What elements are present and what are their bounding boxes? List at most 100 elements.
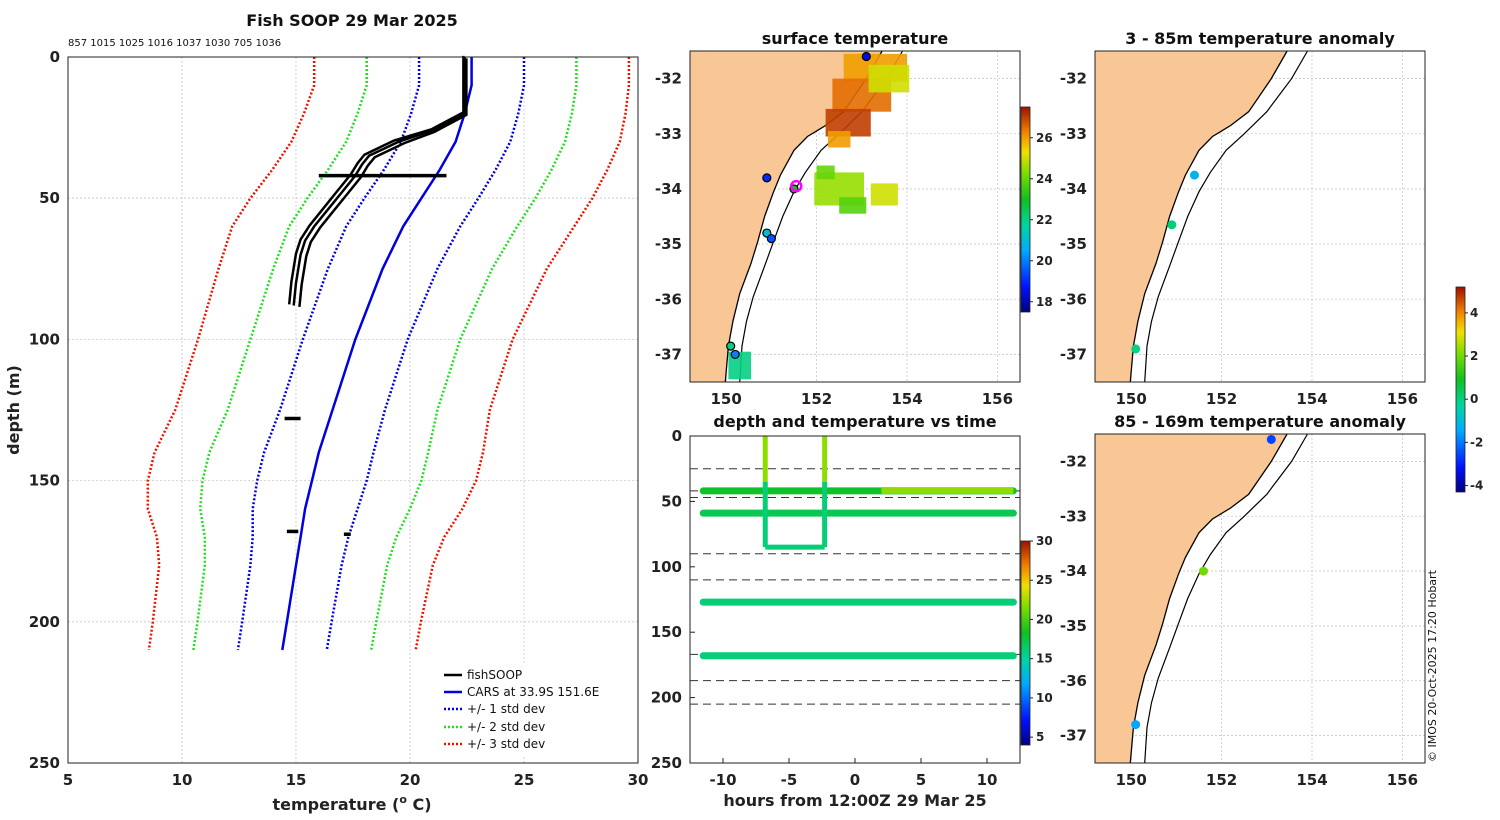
anomaly-lower-lon-tick: 152: [1206, 771, 1237, 789]
anomaly-colorbar-tick: -4: [1470, 479, 1483, 493]
depth-time-ytick: 0: [672, 427, 682, 445]
surface-lon-tick: 154: [891, 390, 922, 408]
depth-time-colorbar-tick: 20: [1036, 612, 1053, 626]
surface-colorbar-tick: 22: [1036, 213, 1053, 227]
anomaly-lower-lon-tick: 154: [1296, 771, 1327, 789]
legend-box: [437, 664, 627, 756]
credit-text: © IMOS 20-Oct-2025 17:20 Hobart: [1426, 569, 1439, 762]
legend-1std: +/- 1 std dev: [467, 702, 545, 716]
sst-patch: [816, 165, 835, 180]
surface-obs-point: [762, 173, 772, 183]
depth-time-xtick: 10: [977, 771, 998, 789]
anomaly-upper-lat-tick: -33: [1060, 125, 1087, 143]
anomaly-upper-lat-tick: -36: [1060, 290, 1087, 308]
legend-fishsoop: fishSOOP: [467, 668, 522, 682]
profile-xlabel-b: C): [407, 795, 432, 814]
sst-patch: [870, 183, 898, 206]
surface-obs-point: [726, 341, 736, 351]
depth-time-colorbar-tick: 30: [1036, 534, 1053, 548]
profile-xtick: 30: [628, 771, 649, 789]
surface-obs-point: [861, 51, 871, 62]
legend: fishSOOP CARS at 33.9S 151.6E +/- 1 std …: [437, 664, 627, 756]
profile-xtick: 5: [63, 771, 73, 789]
anomaly-lower-panel: 85 - 169m temperature anomaly 150 152 154 1…: [1060, 286, 1483, 789]
profile-xlabel-sup: o: [399, 793, 407, 806]
anomaly-lower-shelf-contour: [1144, 433, 1309, 764]
anomaly-upper-lon-tick: 150: [1116, 390, 1147, 408]
anomaly-lower-point: [1266, 434, 1276, 444]
profile-plot-area: [68, 57, 638, 763]
cars-plus-2std: [369, 57, 578, 651]
depth-time-ytick: 150: [651, 623, 682, 641]
surface-lat-tick: -34: [655, 180, 682, 198]
surface-colorbar-tick: 24: [1036, 172, 1053, 186]
profile-title: Fish SOOP 29 Mar 2025: [246, 11, 457, 30]
surface-lat-tick: -36: [655, 290, 682, 308]
cars-minus-3std: [146, 57, 316, 651]
anomaly-lower-lon-tick: 156: [1387, 771, 1418, 789]
profile-frame: [67, 56, 639, 764]
sst-patch: [839, 197, 867, 214]
anomaly-upper-lat-tick: -37: [1060, 345, 1087, 363]
anomaly-colorbar-tick: 2: [1470, 349, 1478, 363]
anomaly-lower-lat-tick: -35: [1060, 617, 1087, 635]
anomaly-upper-lon-tick: 154: [1296, 390, 1327, 408]
anomaly-colorbar-tick: 4: [1470, 306, 1478, 320]
surface-colorbar-tick: 20: [1036, 254, 1053, 268]
anomaly-upper-panel: 3 - 85m temperature anomaly 150 152 154 156…: [1060, 29, 1426, 408]
depth-time-xtick: 5: [916, 771, 926, 789]
depth-time-colorbar-tick: 25: [1036, 573, 1053, 587]
depth-time-frame: [689, 435, 1021, 764]
anomaly-lower-lat-tick: -36: [1060, 672, 1087, 690]
anomaly-lower-lat-tick: -34: [1060, 562, 1087, 580]
anomaly-upper-lat-tick: -32: [1060, 70, 1087, 88]
anomaly-lower-lat-tick: -33: [1060, 507, 1087, 525]
surface-lat-tick: -32: [655, 70, 682, 88]
anomaly-upper-title: 3 - 85m temperature anomaly: [1125, 29, 1395, 48]
anomaly-colorbar-tick: -2: [1470, 435, 1483, 449]
depth-time-ytick: 200: [651, 689, 682, 707]
anomaly-upper-frame: [1094, 50, 1426, 383]
profile-xtick: 10: [172, 771, 193, 789]
surface-lat-tick: -37: [655, 345, 682, 363]
anomaly-upper-shelf-contour: [1144, 50, 1309, 383]
cars-plus-1std: [325, 57, 526, 651]
surface-colorbar: [1020, 106, 1031, 313]
anomaly-lower-frame: [1094, 433, 1426, 764]
surface-frame: [689, 50, 1021, 383]
anomaly-colorbar: [1455, 286, 1466, 493]
surface-lon-tick: 152: [801, 390, 832, 408]
profile-ytick: 50: [39, 189, 60, 207]
profile-xtick: 15: [286, 771, 307, 789]
profile-xlabel-a: temperature (: [272, 795, 399, 814]
cars-minus-1std: [236, 57, 421, 651]
depth-time-ytick: 250: [651, 754, 682, 772]
legend-2std: +/- 2 std dev: [467, 720, 545, 734]
anomaly-lower-lat-tick: -32: [1060, 452, 1087, 470]
surface-title: surface temperature: [762, 29, 949, 48]
fishsoop-profile-line: [292, 57, 466, 306]
anomaly-lower-title: 85 - 169m temperature anomaly: [1114, 412, 1406, 431]
profile-ytick: 250: [29, 754, 60, 772]
anomaly-upper-lat-tick: -34: [1060, 180, 1087, 198]
depth-time-panel: depth and temperature vs time hours from…: [651, 412, 1053, 810]
anomaly-upper-lon-tick: 152: [1206, 390, 1237, 408]
fishsoop-profile-line: [287, 55, 465, 305]
profile-ytick: 150: [29, 472, 60, 490]
depth-time-title: depth and temperature vs time: [713, 412, 996, 431]
depth-time-xtick: -10: [709, 771, 736, 789]
sst-patch: [868, 64, 910, 93]
surface-colorbar-tick: 18: [1036, 295, 1053, 309]
anomaly-lower-point: [1198, 566, 1208, 576]
depth-time-xtick: 0: [850, 771, 860, 789]
surface-lon-tick: 150: [711, 390, 742, 408]
anomaly-upper-point: [1131, 344, 1141, 354]
depth-time-colorbar-tick: 10: [1036, 691, 1053, 705]
depth-time-ytick: 100: [651, 558, 682, 576]
surface-lat-tick: -35: [655, 235, 682, 253]
profile-xtick: 20: [400, 771, 421, 789]
surface-lat-tick: -33: [655, 125, 682, 143]
anomaly-lower-lat-tick: -37: [1060, 727, 1087, 745]
profile-ylabel: depth (m): [4, 365, 23, 455]
